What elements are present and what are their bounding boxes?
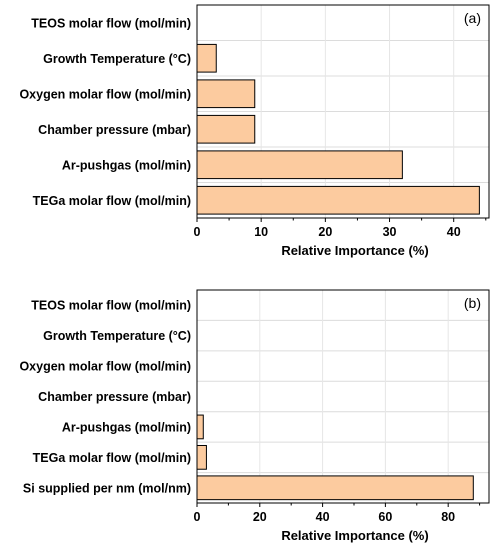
category-label: Chamber pressure (mbar) (38, 390, 191, 404)
category-label: TEGa molar flow (mol/min) (33, 451, 191, 465)
bar (196, 150, 403, 180)
x-tick-label: 60 (378, 510, 392, 524)
plot-frame (196, 4, 490, 219)
category-label: TEOS molar flow (mol/min) (31, 299, 191, 313)
x-tick-label: 20 (318, 225, 332, 239)
category-label: Oxygen molar flow (mol/min) (19, 87, 191, 101)
category-label: Growth Temperature (°C) (43, 52, 191, 66)
category-label: Ar-pushgas (mol/min) (62, 420, 191, 434)
panel-label: (a) (464, 10, 481, 26)
bar (196, 475, 474, 501)
x-tick-label: 80 (441, 510, 455, 524)
x-tick-label: 0 (194, 510, 201, 524)
bar (196, 185, 480, 215)
category-label: Oxygen molar flow (mol/min) (19, 360, 191, 374)
category-label: TEGa molar flow (mol/min) (33, 194, 191, 208)
category-label: Si supplied per nm (mol/nm) (23, 481, 191, 495)
category-label: Ar-pushgas (mol/min) (62, 158, 191, 172)
panel-label: (b) (464, 295, 481, 311)
bar (196, 79, 256, 109)
x-axis-label: Relative Importance (%) (281, 528, 428, 543)
category-label: Growth Temperature (°C) (43, 329, 191, 343)
category-label: TEOS molar flow (mol/min) (31, 16, 191, 30)
x-tick-label: 40 (316, 510, 330, 524)
bar (196, 114, 256, 144)
bar (196, 444, 207, 470)
bar (196, 414, 204, 440)
x-axis-label: Relative Importance (%) (281, 243, 428, 258)
bar (196, 43, 217, 73)
x-tick-label: 30 (383, 225, 397, 239)
category-label: Chamber pressure (mbar) (38, 123, 191, 137)
x-tick-label: 20 (253, 510, 267, 524)
plot-frame (196, 289, 490, 504)
x-tick-label: 0 (194, 225, 201, 239)
x-tick-label: 40 (447, 225, 461, 239)
x-tick-label: 10 (254, 225, 268, 239)
